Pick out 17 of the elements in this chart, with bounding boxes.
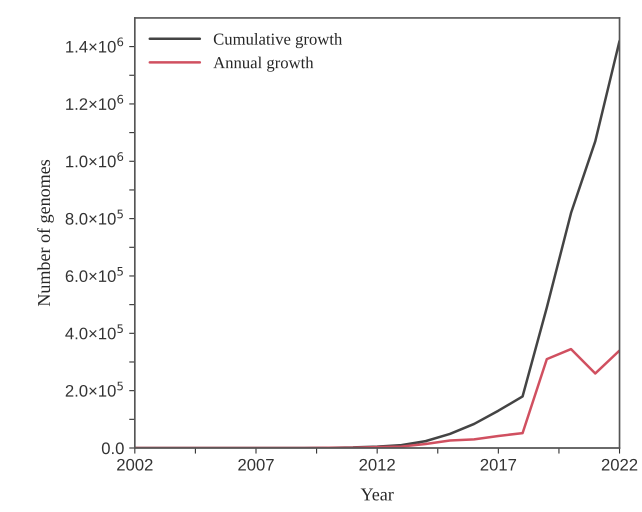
x-axis-title: Year [360,488,394,501]
y-tick-label: 6.0×10$^{5}$ [66,267,123,282]
y-tick-label: 4.0×10$^{5}$ [65,324,123,340]
x-tick-label: 2002 [117,458,153,471]
y-tick-label: 1.2×10$^{6}$ [66,94,124,110]
y-tick-label: 0.0 [102,442,124,454]
y-axis-title: Number of genomes [37,160,54,306]
x-tick-label: 2007 [238,458,274,471]
y-tick-label: 2.0×10$^{5}$ [66,382,123,397]
x-tick-label: 2017 [480,458,516,471]
y-tick-label: 1.0×10$^{6}$ [66,152,124,168]
legend-label: Cumulative growth [214,33,342,48]
x-tick-label: 2012 [359,458,395,471]
y-tick-label: 8.0×10$^{5}$ [66,210,123,225]
legend-label: Annual growth [213,56,314,72]
x-tick-label: 2022 [602,458,638,471]
y-tick-label: 1.4×10$^{6}$ [66,37,124,53]
